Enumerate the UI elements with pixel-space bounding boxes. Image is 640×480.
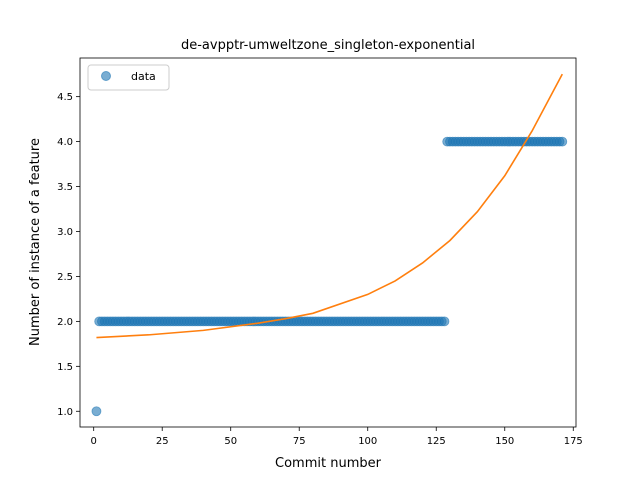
data-point <box>557 136 568 147</box>
data-point <box>439 316 450 327</box>
y-axis-label: Number of instance of a feature <box>28 138 43 346</box>
y-axis: 1.0 1.5 2.0 2.5 3.0 3.5 4.0 4.5 <box>57 92 80 418</box>
x-tick-label: 50 <box>224 436 237 447</box>
plot-area <box>91 73 568 417</box>
x-tick-label: 100 <box>358 436 377 447</box>
y-tick-label: 2.0 <box>57 317 73 328</box>
y-tick-label: 4.5 <box>57 92 73 103</box>
legend-marker-data <box>101 71 111 81</box>
x-tick-label: 0 <box>91 436 97 447</box>
x-tick-label: 25 <box>156 436 169 447</box>
x-tick-label: 175 <box>564 436 583 447</box>
y-tick-label: 3.5 <box>57 182 73 193</box>
y-tick-label: 2.5 <box>57 272 73 283</box>
x-tick-label: 150 <box>495 436 514 447</box>
x-axis: 0 25 50 75 100 125 150 175 <box>91 427 583 447</box>
legend: data <box>87 64 170 91</box>
legend-label-data: data <box>131 70 156 83</box>
chart-title: de-avpptr-umweltzone_singleton-exponenti… <box>181 38 475 53</box>
y-tick-label: 4.0 <box>57 137 73 148</box>
legend-box <box>87 64 170 91</box>
y-tick-label: 1.5 <box>57 362 73 373</box>
x-tick-label: 125 <box>427 436 446 447</box>
plot-frame <box>79 57 577 428</box>
y-tick-label: 1.0 <box>57 407 73 418</box>
data-point <box>91 406 102 417</box>
y-tick-label: 3.0 <box>57 227 73 238</box>
x-tick-label: 75 <box>293 436 306 447</box>
fit-line <box>96 73 564 339</box>
x-axis-label: Commit number <box>275 456 382 471</box>
